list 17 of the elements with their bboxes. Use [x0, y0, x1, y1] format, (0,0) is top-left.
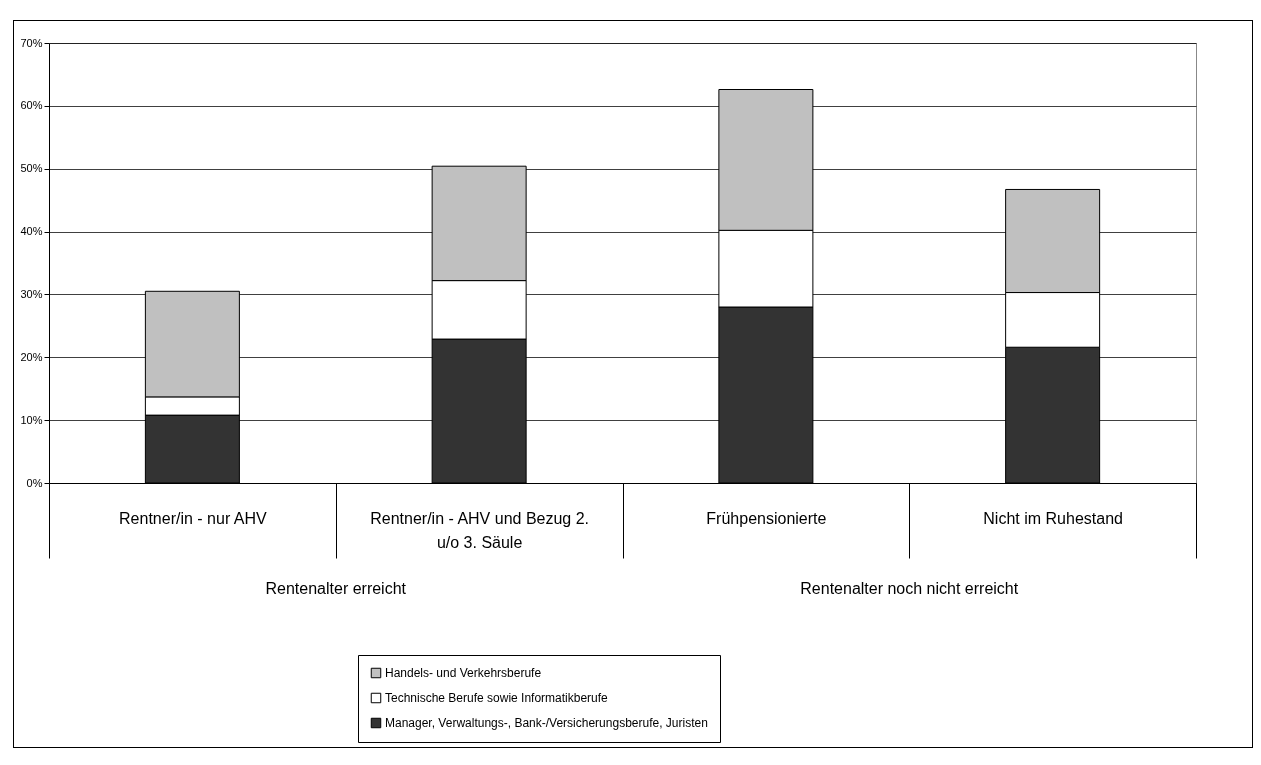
- x-tick-label: Rentner/in - nur AHV: [119, 509, 268, 527]
- y-tick-label: 20%: [20, 350, 43, 363]
- y-tick-label: 40%: [20, 225, 43, 238]
- legend-label: Technische Berufe sowie Informatikberufe: [385, 691, 609, 705]
- x-tick-label: Nicht im Ruhestand: [983, 509, 1123, 527]
- legend-label: Manager, Verwaltungs-, Bank-/Versicherungsberufe, Juristen: [385, 716, 708, 730]
- x-tick-label: Frühpensionierte: [706, 509, 827, 527]
- y-tick-label: 50%: [20, 162, 43, 175]
- x-tick-label: Rentner/in - AHV und Bezug 2. u/o 3. Säule: [370, 509, 590, 551]
- y-tick-label: 70%: [20, 36, 43, 49]
- y-tick-label: 60%: [20, 99, 43, 112]
- legend-label: Handels- und Verkehrsberufe: [385, 666, 542, 680]
- y-tick-label: 30%: [20, 287, 43, 300]
- y-tick-label: 10%: [20, 413, 43, 426]
- y-tick-label: 0%: [26, 476, 43, 489]
- text: Rentenalter erreicht: [265, 580, 407, 597]
- text: Rentenalter noch nicht erreicht: [800, 580, 1019, 597]
